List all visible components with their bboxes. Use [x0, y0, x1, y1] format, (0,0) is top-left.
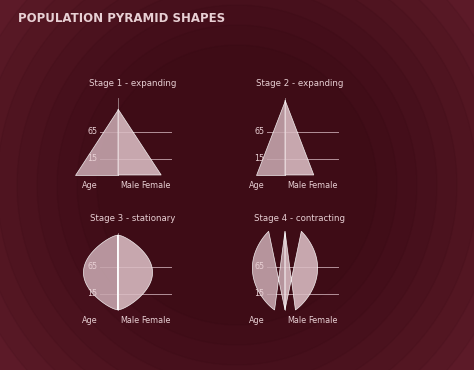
Text: 65: 65 — [255, 262, 265, 271]
Text: Female: Female — [142, 316, 171, 325]
Text: 15: 15 — [255, 289, 265, 298]
Text: Stage 3 - stationary: Stage 3 - stationary — [90, 214, 175, 223]
Text: Male: Male — [287, 181, 307, 190]
Polygon shape — [75, 109, 118, 175]
Text: Stage 1 - expanding: Stage 1 - expanding — [89, 79, 176, 88]
Text: POPULATION PYRAMID SHAPES: POPULATION PYRAMID SHAPES — [18, 12, 225, 25]
Text: Female: Female — [142, 181, 171, 190]
Text: 15: 15 — [255, 154, 265, 163]
Polygon shape — [285, 100, 314, 175]
Circle shape — [37, 0, 437, 370]
Text: Male: Male — [120, 316, 139, 325]
Text: 65: 65 — [255, 127, 265, 136]
Polygon shape — [118, 235, 153, 310]
Circle shape — [57, 5, 417, 365]
Text: Stage 4 - contracting: Stage 4 - contracting — [254, 214, 345, 223]
Text: 15: 15 — [88, 154, 98, 163]
Text: Age: Age — [249, 181, 265, 190]
Text: Stage 2 - expanding: Stage 2 - expanding — [255, 79, 343, 88]
Circle shape — [77, 25, 397, 345]
Circle shape — [17, 0, 457, 370]
Text: Age: Age — [82, 316, 98, 325]
Polygon shape — [256, 100, 285, 175]
Polygon shape — [118, 109, 161, 175]
Polygon shape — [285, 231, 318, 310]
Text: Age: Age — [249, 316, 265, 325]
Text: Age: Age — [82, 181, 98, 190]
Text: Female: Female — [309, 181, 338, 190]
Text: 65: 65 — [88, 127, 98, 136]
Text: 15: 15 — [88, 289, 98, 298]
Polygon shape — [252, 231, 285, 310]
Text: Male: Male — [287, 316, 307, 325]
Text: Male: Male — [120, 181, 139, 190]
Text: Female: Female — [309, 316, 338, 325]
Polygon shape — [83, 235, 118, 310]
Circle shape — [97, 45, 377, 325]
Text: 65: 65 — [88, 262, 98, 271]
